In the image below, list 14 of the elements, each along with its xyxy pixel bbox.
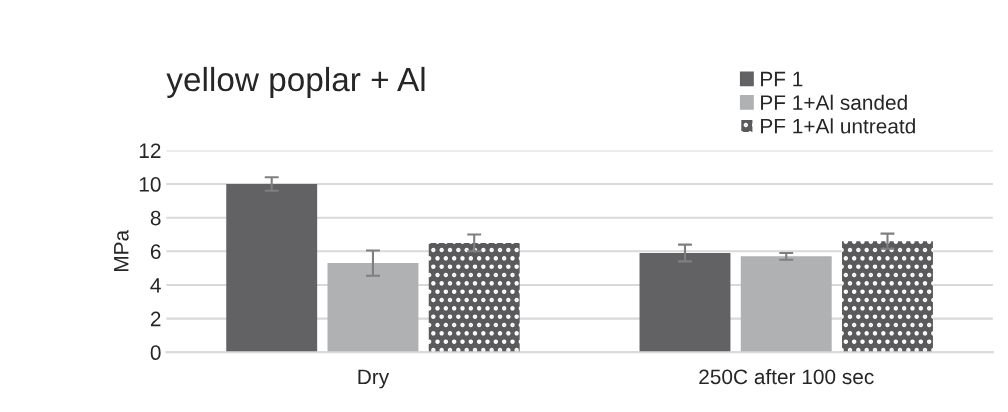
y-tick-label: 4 <box>150 278 161 293</box>
y-tick-label: 6 <box>150 244 161 260</box>
legend-label: PF 1+Al untreatd <box>761 118 915 134</box>
legend-label: PF 1 <box>761 71 803 87</box>
x-tick-label: Dry <box>358 369 390 389</box>
y-tick-label: 8 <box>150 210 161 226</box>
x-tick-label: 250C after 100 sec <box>699 368 874 385</box>
y-tick-label: 10 <box>139 177 161 192</box>
legend-label: PF 1+Al sanded <box>761 94 907 110</box>
chart-title: yellow poplar + Al <box>166 66 425 98</box>
y-axis-title: MPa <box>114 229 129 272</box>
y-tick-label: 2 <box>150 311 161 327</box>
y-tick-label: 0 <box>150 345 161 361</box>
y-tick-label: 12 <box>139 143 161 158</box>
